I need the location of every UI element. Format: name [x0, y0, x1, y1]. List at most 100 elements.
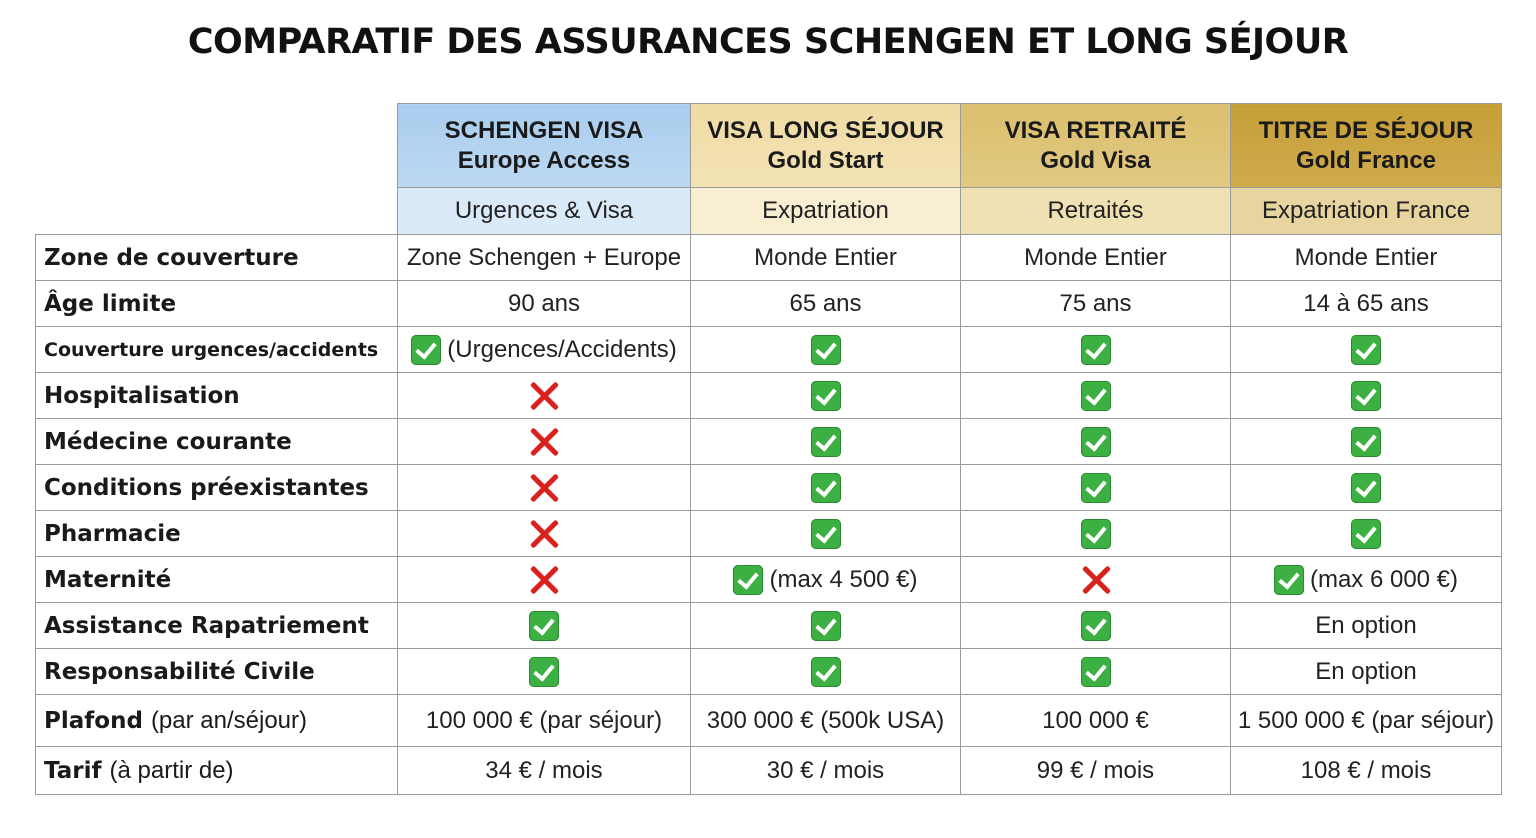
table-cell [1230, 418, 1502, 465]
table-cell [960, 464, 1231, 511]
table-cell [397, 372, 691, 419]
table-row: Assistance Rapatriement En option [35, 602, 1502, 649]
check-icon [411, 334, 442, 365]
table-cell [960, 556, 1231, 603]
check-icon [529, 610, 559, 641]
table-cell: 90 ans [397, 280, 691, 327]
table-cell [397, 648, 691, 695]
table-cell: 34 € / mois [397, 746, 691, 795]
plan-header-row: SCHENGEN VISA Europe Access VISA LONG SÉJ… [36, 103, 1502, 188]
table-cell [690, 464, 961, 511]
table-cell: En option [1230, 602, 1502, 649]
check-icon [810, 426, 841, 457]
table-cell: 1 500 000 € (par séjour) [1230, 694, 1502, 747]
check-icon [529, 656, 559, 687]
row-label: Tarif (à partir de) [35, 746, 398, 795]
table-row: Couverture urgences/accidents (Urgences/… [35, 326, 1502, 373]
table-cell [1230, 510, 1502, 557]
table-cell [960, 418, 1231, 465]
table-row: Responsabilité Civile En option [35, 648, 1502, 695]
header-corner [36, 104, 398, 235]
plan-header-long-sejour: VISA LONG SÉJOUR Gold Start [690, 103, 961, 188]
table-row: Âge limite 90 ans 65 ans 75 ans 14 à 65 … [35, 280, 1502, 327]
plan-subtitle: Expatriation [690, 187, 961, 235]
page-title: COMPARATIF DES ASSURANCES SCHENGEN ET LO… [187, 22, 1349, 62]
table-row: Médecine courante [35, 418, 1502, 465]
table-cell [397, 464, 691, 511]
table-cell [690, 326, 961, 373]
plan-header-titre-sejour: TITRE DE SÉJOUR Gold France [1230, 103, 1502, 188]
table-cell [960, 648, 1231, 695]
row-label: Âge limite [35, 280, 398, 327]
table-cell: 100 000 € (par séjour) [397, 694, 691, 747]
table-row: Zone de couverture Zone Schengen + Europ… [35, 234, 1502, 281]
table-cell: 100 000 € [960, 694, 1231, 747]
table-cell [690, 510, 961, 557]
table-cell [1230, 372, 1502, 419]
check-icon [1080, 472, 1111, 503]
plan-subtitle: Expatriation France [1230, 187, 1502, 235]
table-row: Maternité (max 4 500 €) (max 6 000 €) [35, 556, 1502, 603]
row-label: Hospitalisation [35, 372, 398, 419]
check-icon [1351, 380, 1381, 411]
check-icon [810, 334, 841, 365]
cell-note: (max 6 000 €) [1309, 565, 1459, 593]
table-row: Pharmacie [35, 510, 1502, 557]
check-icon [810, 518, 841, 549]
plan-header-schengen: SCHENGEN VISA Europe Access [397, 103, 691, 188]
check-icon [1080, 426, 1111, 457]
table-cell [960, 326, 1231, 373]
table-cell [397, 556, 691, 603]
row-label: Zone de couverture [35, 234, 398, 281]
table-cell: Zone Schengen + Europe [397, 234, 691, 281]
check-icon [1351, 426, 1381, 457]
cross-icon [528, 380, 560, 412]
check-icon [1080, 334, 1111, 365]
table-cell: 99 € / mois [960, 746, 1231, 795]
table-cell [690, 602, 961, 649]
table-row: Plafond (par an/séjour) 100 000 € (par s… [35, 694, 1502, 747]
table-cell [397, 418, 691, 465]
table-cell: 65 ans [690, 280, 961, 327]
plan-subheader-row: Urgences & Visa Expatriation Retraités E… [36, 187, 1502, 235]
table-cell [960, 602, 1231, 649]
row-label: Médecine courante [35, 418, 398, 465]
table-cell [690, 648, 961, 695]
plan-subtitle: Retraités [960, 187, 1231, 235]
comparison-table: SCHENGEN VISA Europe Access VISA LONG SÉJ… [35, 103, 1502, 795]
table-cell: (max 4 500 €) [690, 556, 961, 603]
plan-subtitle: Urgences & Visa [397, 187, 691, 235]
cell-note: (Urgences/Accidents) [447, 335, 677, 363]
row-label: Responsabilité Civile [35, 648, 398, 695]
table-cell: (max 6 000 €) [1230, 556, 1502, 603]
table-cell: Monde Entier [690, 234, 961, 281]
check-icon [810, 656, 841, 687]
table-cell [690, 372, 961, 419]
check-icon [1080, 610, 1111, 641]
row-label: Plafond (par an/séjour) [35, 694, 398, 747]
cell-note: (max 4 500 €) [769, 565, 918, 593]
table-cell [1230, 326, 1502, 373]
table-cell: 300 000 € (500k USA) [690, 694, 961, 747]
row-label: Conditions préexistantes [35, 464, 398, 511]
check-icon [1080, 380, 1111, 411]
table-cell: 14 à 65 ans [1230, 280, 1502, 327]
table-cell [690, 418, 961, 465]
table-cell: En option [1230, 648, 1502, 695]
table-cell [397, 602, 691, 649]
check-icon [810, 610, 841, 641]
check-icon [1080, 518, 1111, 549]
check-icon [1351, 472, 1381, 503]
check-icon [1351, 518, 1381, 549]
cross-icon [1080, 564, 1112, 596]
table-cell: Monde Entier [1230, 234, 1502, 281]
table-cell: (Urgences/Accidents) [397, 326, 691, 373]
check-icon [1273, 564, 1304, 595]
table-cell [397, 510, 691, 557]
cross-icon [528, 472, 560, 504]
row-label: Maternité [35, 556, 398, 603]
table-cell [960, 510, 1231, 557]
check-icon [1080, 656, 1111, 687]
table-cell [1230, 464, 1502, 511]
table-cell: 108 € / mois [1230, 746, 1502, 795]
